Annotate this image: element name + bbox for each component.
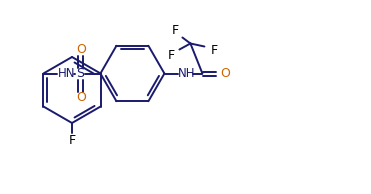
Text: HN: HN — [58, 67, 75, 80]
Text: F: F — [168, 49, 175, 62]
Text: S: S — [76, 67, 85, 80]
Text: NH: NH — [178, 67, 195, 80]
Text: F: F — [211, 44, 218, 57]
Text: O: O — [76, 43, 86, 56]
Text: O: O — [220, 67, 230, 80]
Text: O: O — [76, 91, 86, 104]
Text: F: F — [68, 133, 76, 146]
Text: F: F — [172, 24, 179, 37]
